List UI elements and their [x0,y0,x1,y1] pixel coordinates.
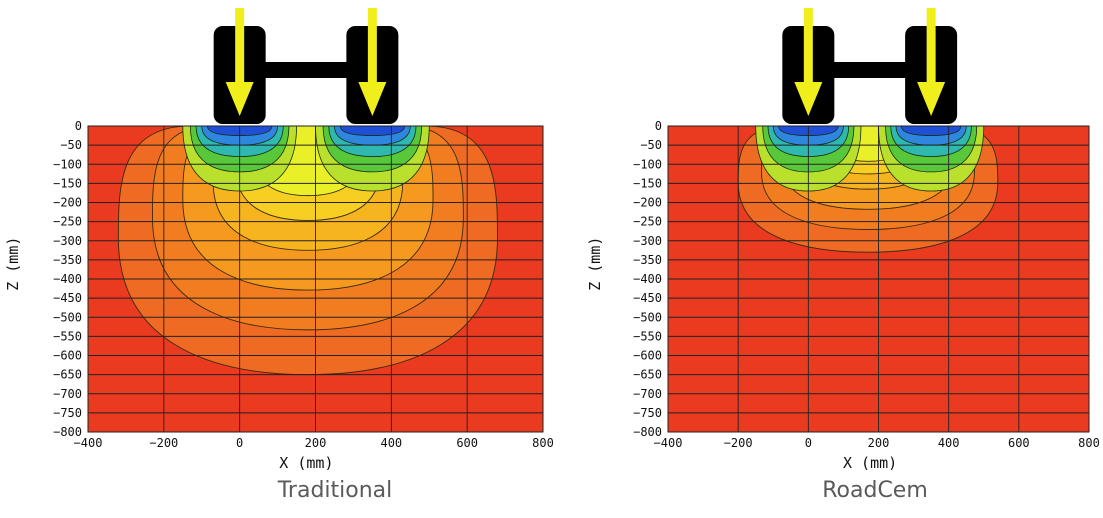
x-tick-label: 200 [305,436,327,450]
x-tick-label: 400 [938,436,960,450]
y-tick-label: −100 [633,157,662,171]
arrow-head [225,82,254,116]
x-axis-label: X (mm) [279,454,333,472]
y-tick-label: −500 [53,310,82,324]
y-tick-label: −550 [53,329,82,343]
downward-arrow-icon [794,8,823,116]
wheel-axle-icon [782,8,958,124]
y-tick-label: −150 [633,176,662,190]
y-tick-label: −700 [633,387,662,401]
x-tick-label: 600 [1008,436,1030,450]
plot-frame [667,125,1090,433]
axle-bar [808,62,932,78]
stress-field [737,126,999,253]
y-tick-label: −50 [60,138,82,152]
downward-arrow-icon [358,8,387,116]
arrow-head [917,82,946,116]
x-tick-label: −200 [724,436,753,450]
y-tick-label: −350 [633,253,662,267]
x-tick-label: 200 [868,436,890,450]
y-tick-label: −350 [53,253,82,267]
y-tick-label: −450 [53,291,82,305]
arrow-shaft [367,8,377,86]
y-tick-label: −200 [53,196,82,210]
y-tick-label: −800 [633,425,662,439]
y-tick-label: −750 [53,406,82,420]
chart-roadcem: 0 −50 −100 −150 −200 −250 −300 −350 −400 −450 −500… [586,8,1100,472]
load-zone-2-5 [339,126,406,136]
caption-traditional: Traditional [277,478,393,503]
y-tick-label: −300 [633,234,662,248]
y-tick-label: 0 [75,119,82,133]
x-axis-label: X (mm) [843,454,897,472]
y-tick-label: −100 [53,157,82,171]
wheel-axle-icon [213,8,399,124]
y-tick-label: −150 [53,176,82,190]
y-tick-label: −250 [633,215,662,229]
y-tick-label: −600 [53,349,82,363]
arrow-shaft [235,8,245,86]
y-tick-label: −500 [633,310,662,324]
x-tick-label: −200 [149,436,178,450]
x-tick-label: 400 [380,436,402,450]
y-axis-label: Z (mm) [586,237,604,291]
y-tick-label: −50 [640,138,662,152]
stress-field [117,126,498,376]
arrow-head [358,82,387,116]
y-tick-label: −400 [53,272,82,286]
downward-arrow-icon [917,8,946,116]
y-tick-label: −400 [633,272,662,286]
y-tick-label: −700 [53,387,82,401]
chart-traditional: 0 −50 −100 −150 −200 −250 −300 −350 −400 −450 −500… [4,8,554,472]
arrow-shaft [803,8,813,86]
arrow-shaft [926,8,936,86]
downward-arrow-icon [225,8,254,116]
y-tick-label: 0 [655,119,662,133]
y-tick-label: −750 [633,406,662,420]
y-tick-label: −650 [633,368,662,382]
x-tick-label: 600 [456,436,478,450]
plot-frame [87,125,544,433]
x-tick-label: 0 [236,436,243,450]
y-tick-label: −200 [633,196,662,210]
y-tick-label: −300 [53,234,82,248]
y-tick-label: −800 [53,425,82,439]
x-tick-label: −400 [654,436,683,450]
y-axis-label: Z (mm) [4,237,22,291]
y-tick-label: −550 [633,329,662,343]
y-tick-label: −600 [633,349,662,363]
load-zone-2-5 [900,126,962,136]
y-tick-label: −650 [53,368,82,382]
x-tick-label: −400 [74,436,103,450]
x-tick-label: 0 [805,436,812,450]
arrow-head [794,82,823,116]
y-tick-label: −450 [633,291,662,305]
caption-roadcem: RoadCem [822,478,928,503]
y-tick-label: −250 [53,215,82,229]
axle-bar [239,62,373,78]
x-tick-label: 800 [532,436,554,450]
x-tick-label: 800 [1078,436,1100,450]
